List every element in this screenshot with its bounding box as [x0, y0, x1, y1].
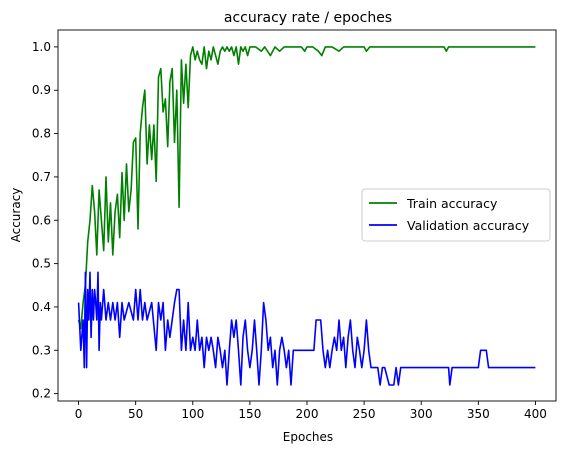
legend-box	[361, 188, 551, 242]
series-line-train-accuracy	[77, 46, 536, 330]
y-axis-title: Accuracy	[9, 188, 23, 243]
plot-lines	[77, 46, 536, 386]
legend-label-train-accuracy: Train accuracy	[406, 196, 498, 211]
x-tick-label: 100	[181, 407, 204, 421]
x-tick-label: 150	[238, 407, 261, 421]
y-tick-label: 0.5	[32, 257, 51, 271]
x-tick-label: 0	[75, 407, 83, 421]
y-tick-label: 0.6	[32, 213, 51, 227]
y-axis-ticks: 0.2 0.3 0.4 0.5 0.6 0.7 0.8 0.9 1.0	[32, 40, 58, 401]
y-tick-label: 0.8	[32, 127, 51, 141]
x-tick-label: 250	[353, 407, 376, 421]
x-axis-ticks: 0 50 100 150 200 250 300 350 400	[75, 401, 547, 421]
y-tick-label: 0.9	[32, 83, 51, 97]
y-tick-label: 0.2	[32, 387, 51, 401]
x-tick-label: 300	[410, 407, 433, 421]
legend: Train accuracy Validation accuracy	[361, 188, 551, 242]
y-tick-label: 1.0	[32, 40, 51, 54]
x-tick-label: 200	[296, 407, 319, 421]
x-axis-title: Epoches	[283, 430, 333, 444]
x-tick-label: 400	[524, 407, 547, 421]
chart-title: accuracy rate / epoches	[224, 10, 392, 26]
y-tick-label: 0.7	[32, 170, 51, 184]
series-line-validation-accuracy	[77, 271, 536, 386]
legend-label-validation-accuracy: Validation accuracy	[407, 218, 530, 233]
x-tick-label: 50	[128, 407, 143, 421]
y-tick-label: 0.3	[32, 343, 51, 357]
x-tick-label: 350	[467, 407, 490, 421]
y-tick-label: 0.4	[32, 300, 51, 314]
